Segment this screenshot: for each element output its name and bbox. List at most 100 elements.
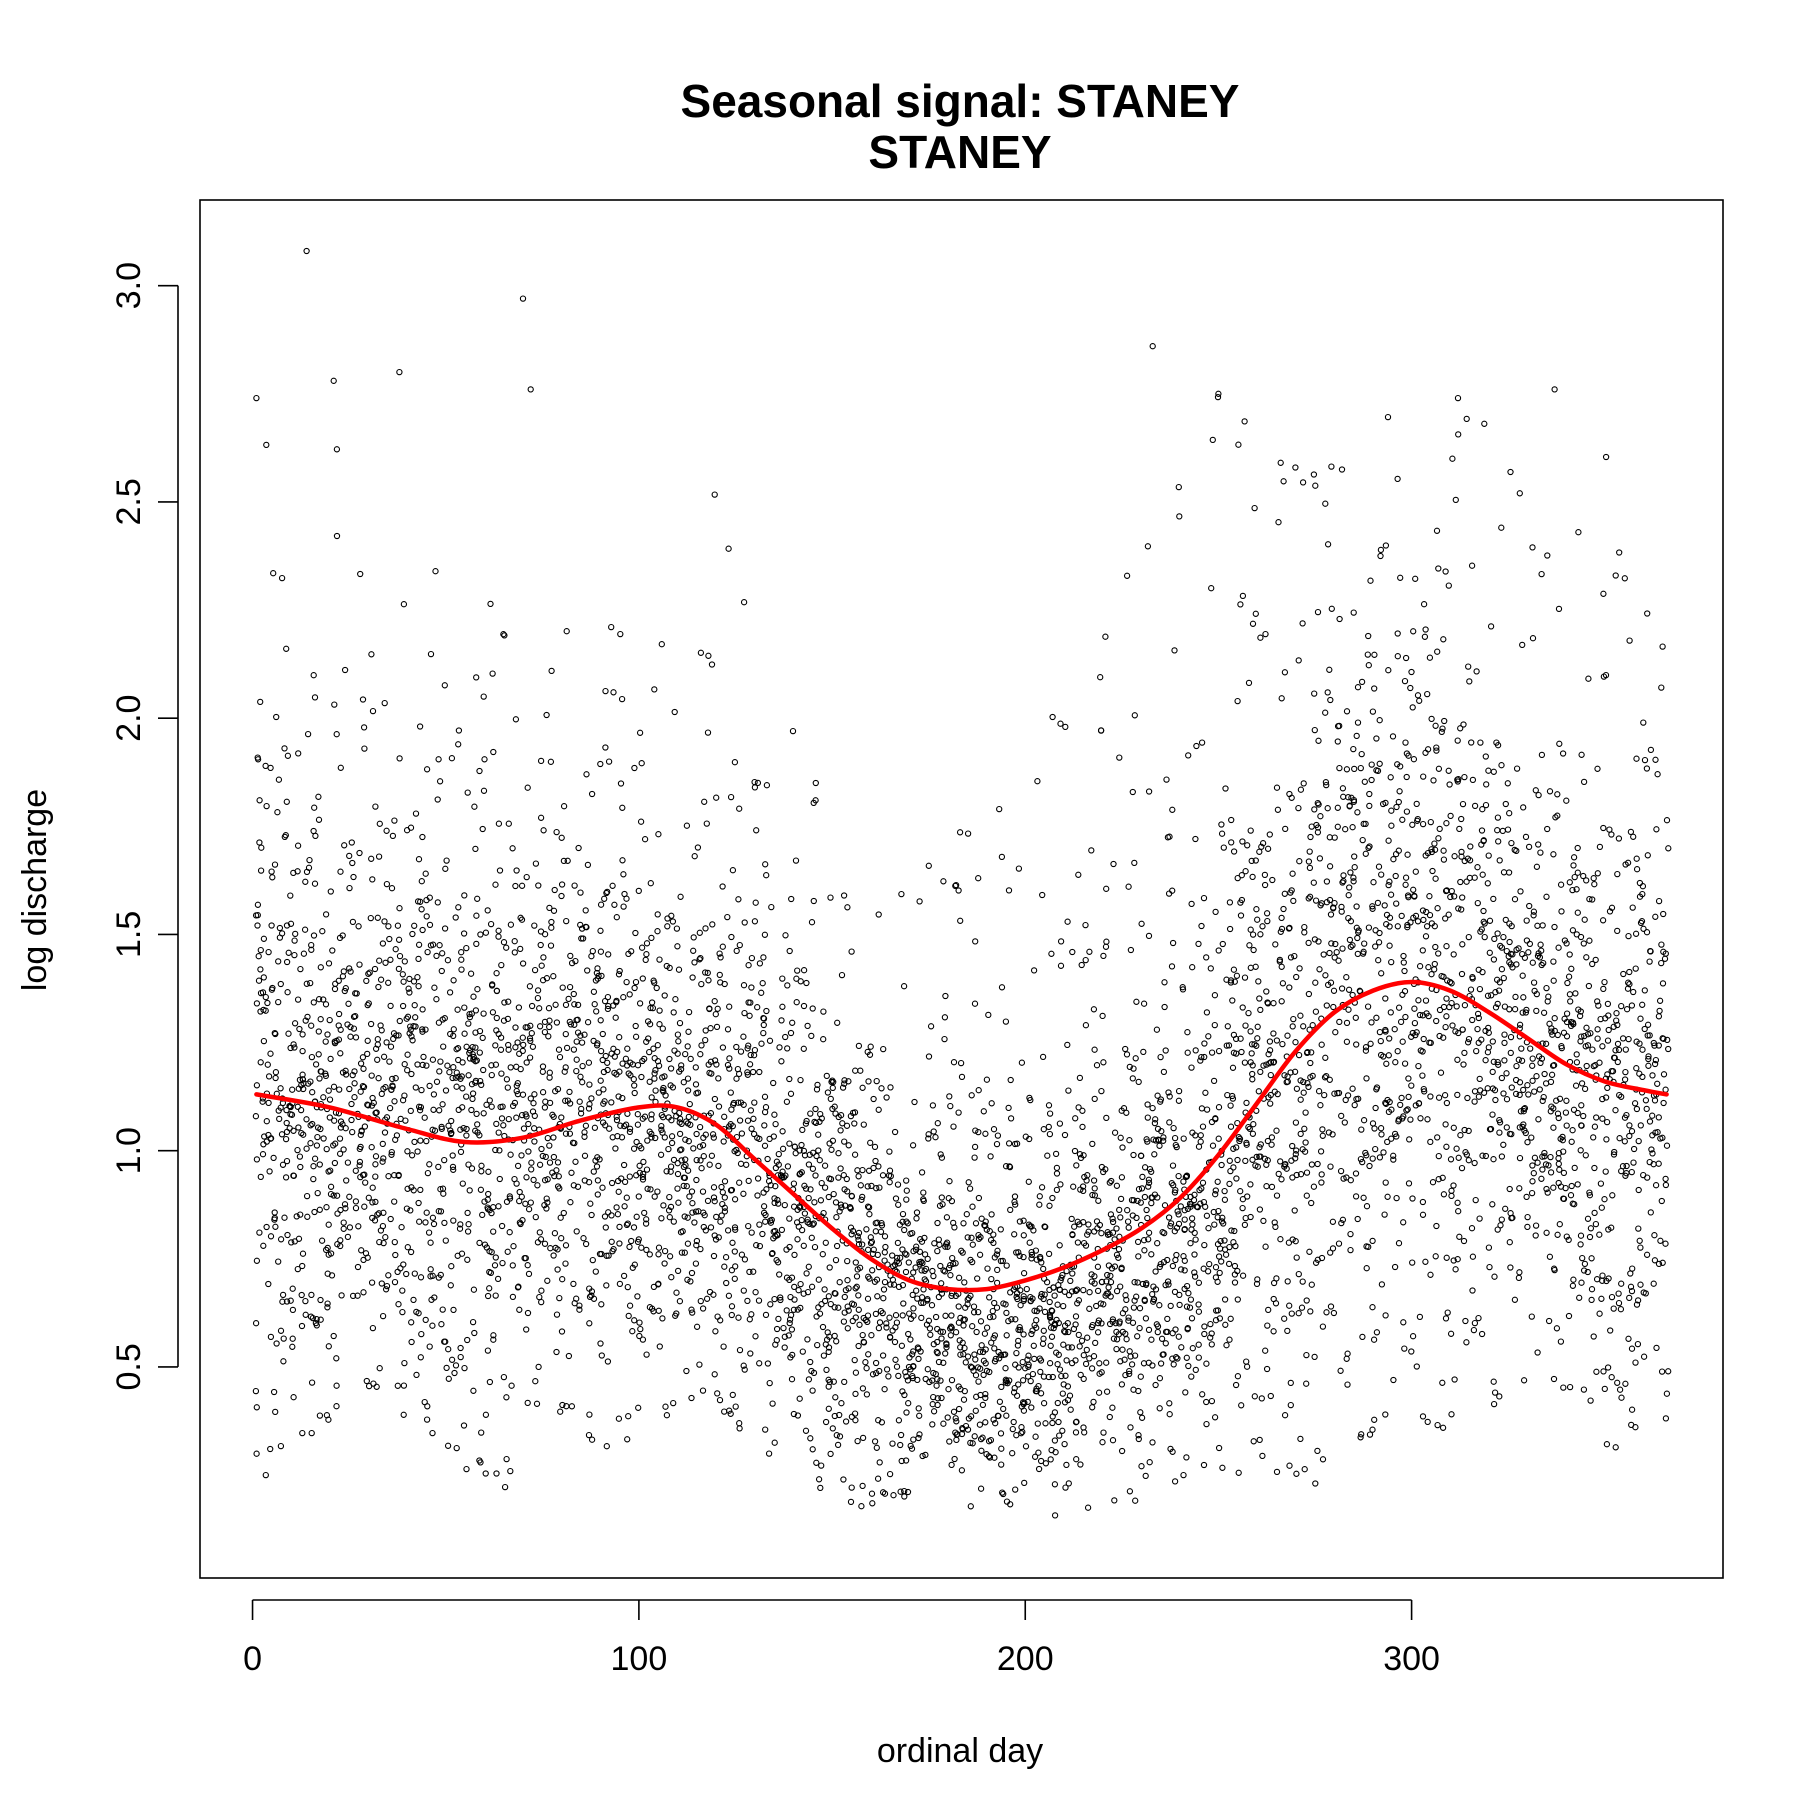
data-point <box>1150 1296 1158 1303</box>
data-point <box>494 1275 502 1283</box>
data-point <box>774 1259 782 1266</box>
data-point <box>631 984 638 992</box>
data-point <box>950 1059 958 1066</box>
data-point <box>867 1043 874 1050</box>
data-point <box>1056 1242 1063 1249</box>
data-point <box>441 682 448 689</box>
data-point <box>1496 1129 1503 1136</box>
data-point <box>1388 958 1395 966</box>
data-point <box>602 744 609 751</box>
data-point <box>257 966 264 973</box>
data-point <box>545 1033 552 1040</box>
data-point <box>1351 864 1358 871</box>
data-point <box>503 944 510 951</box>
data-point <box>426 1161 433 1168</box>
data-point <box>452 1362 460 1369</box>
data-point <box>1089 1140 1096 1148</box>
data-point <box>1124 1207 1131 1214</box>
data-point <box>1056 1366 1064 1373</box>
data-point <box>1366 1431 1374 1438</box>
data-point <box>1030 1227 1037 1234</box>
data-point <box>562 1097 569 1104</box>
data-point <box>1432 943 1439 951</box>
data-point <box>1239 592 1247 600</box>
data-point <box>740 1362 747 1369</box>
data-point <box>1226 1180 1233 1188</box>
data-point <box>1271 1088 1278 1095</box>
data-point <box>424 1403 431 1410</box>
data-point <box>977 1318 985 1325</box>
data-point <box>1530 1170 1537 1177</box>
data-point <box>718 1212 725 1219</box>
data-point <box>993 1140 1001 1148</box>
data-point <box>509 1293 517 1301</box>
data-point <box>763 1007 770 1015</box>
data-point <box>1326 863 1334 870</box>
data-point <box>1088 847 1095 854</box>
data-point <box>942 992 949 1000</box>
data-point <box>1203 1009 1211 1016</box>
data-point <box>1261 871 1269 879</box>
data-point <box>335 977 342 984</box>
data-point <box>1423 908 1430 916</box>
data-point <box>976 1421 984 1428</box>
data-point <box>1403 808 1411 815</box>
data-point <box>1235 1469 1242 1476</box>
data-point <box>733 947 740 955</box>
data-point <box>1403 750 1411 757</box>
data-point <box>754 1192 761 1199</box>
data-point <box>772 1120 779 1128</box>
data-point <box>1263 1365 1271 1373</box>
data-point <box>1072 1357 1079 1364</box>
data-point <box>468 1106 475 1114</box>
data-point <box>782 932 789 939</box>
data-point <box>560 1209 567 1217</box>
data-point <box>996 1355 1003 1362</box>
data-point <box>1487 1125 1495 1133</box>
data-point <box>1052 1449 1059 1456</box>
data-point <box>1191 1269 1198 1276</box>
data-point <box>1405 1180 1413 1187</box>
data-point <box>684 1087 692 1094</box>
data-point <box>442 865 449 872</box>
data-point <box>1315 801 1322 808</box>
data-point <box>411 1270 418 1277</box>
data-point <box>1222 785 1229 792</box>
data-point <box>940 1359 947 1366</box>
data-point <box>1215 1207 1222 1215</box>
data-point <box>1189 1345 1196 1352</box>
data-point <box>943 1341 950 1348</box>
data-point <box>1040 1327 1047 1334</box>
data-point <box>693 1090 700 1097</box>
data-point <box>971 1433 978 1440</box>
data-point <box>324 1031 331 1038</box>
data-point <box>1453 1145 1460 1152</box>
data-point <box>263 1223 270 1231</box>
data-point <box>1290 1015 1297 1023</box>
data-point <box>458 956 465 963</box>
data-point <box>1425 964 1432 971</box>
data-point <box>1075 1331 1082 1339</box>
data-point <box>831 1290 838 1297</box>
data-point <box>1299 479 1307 486</box>
data-point <box>547 1245 554 1252</box>
data-point <box>1254 916 1261 923</box>
data-point <box>395 1032 402 1039</box>
data-point <box>1511 1296 1519 1303</box>
data-point <box>1086 1305 1093 1312</box>
data-point <box>1303 1380 1310 1387</box>
data-point <box>1410 756 1418 763</box>
data-point <box>560 857 568 865</box>
data-point <box>1454 737 1461 744</box>
data-point <box>403 1270 410 1278</box>
data-point <box>1028 1404 1035 1411</box>
data-point <box>1424 1418 1431 1426</box>
data-point <box>810 1220 817 1227</box>
data-point <box>1195 940 1202 948</box>
data-point <box>851 1120 858 1127</box>
data-point <box>836 1208 843 1215</box>
data-point <box>698 980 705 988</box>
data-point <box>1459 894 1466 901</box>
data-point <box>1133 1214 1140 1222</box>
data-point <box>1498 966 1506 973</box>
